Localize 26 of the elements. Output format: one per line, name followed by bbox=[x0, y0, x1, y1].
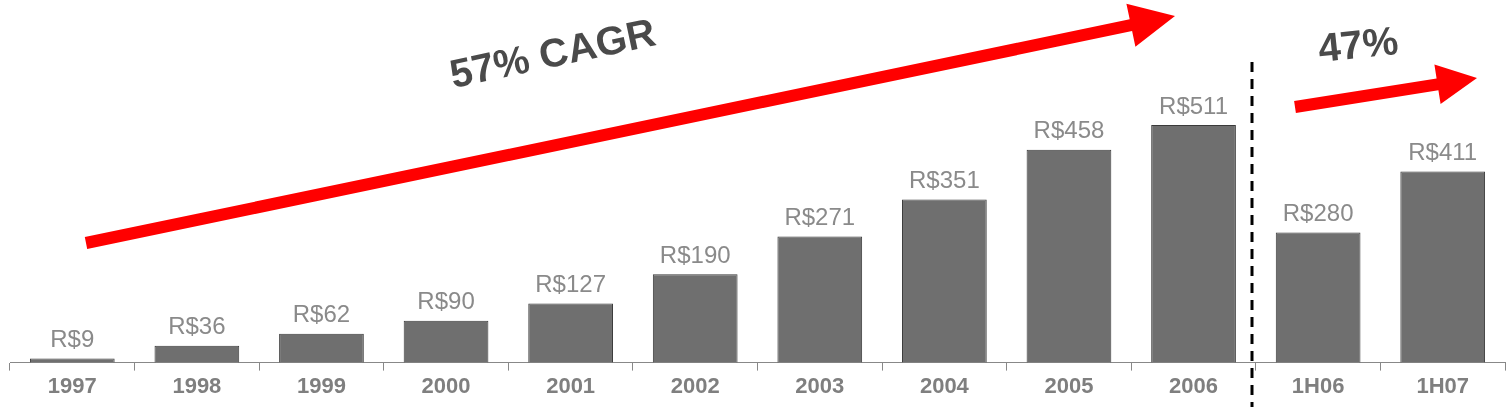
x-tick-label: 1H06 bbox=[1291, 372, 1345, 398]
data-label: R$351 bbox=[909, 166, 980, 194]
data-label: R$90 bbox=[417, 287, 475, 315]
x-tick-label: 1H07 bbox=[1416, 372, 1470, 398]
data-label: R$36 bbox=[168, 312, 226, 340]
x-tick-label: 2000 bbox=[421, 372, 471, 398]
x-tick-label: 1997 bbox=[47, 372, 97, 398]
x-tick-label: 2003 bbox=[795, 372, 845, 398]
data-label: R$127 bbox=[535, 270, 606, 298]
x-tick-label: 2005 bbox=[1044, 372, 1094, 398]
data-label: R$280 bbox=[1282, 199, 1354, 227]
data-label: R$190 bbox=[659, 240, 731, 268]
text: 57% CAGR bbox=[445, 9, 660, 97]
data-label: R$9 bbox=[50, 325, 95, 353]
data-label: R$411 bbox=[1408, 138, 1478, 166]
text: 47% bbox=[1315, 17, 1401, 72]
data-label: R$271 bbox=[784, 203, 856, 231]
x-tick-label: 2004 bbox=[919, 372, 970, 398]
data-label: R$511 bbox=[1159, 91, 1229, 119]
data-label: R$458 bbox=[1033, 116, 1105, 144]
x-tick-label: 2001 bbox=[546, 372, 596, 398]
x-tick-label: 1998 bbox=[172, 372, 222, 398]
x-tick-label: 1999 bbox=[296, 372, 346, 398]
x-tick-label: 2002 bbox=[670, 372, 720, 398]
x-tick-label: 2006 bbox=[1169, 372, 1219, 398]
data-label: R$62 bbox=[292, 300, 351, 328]
